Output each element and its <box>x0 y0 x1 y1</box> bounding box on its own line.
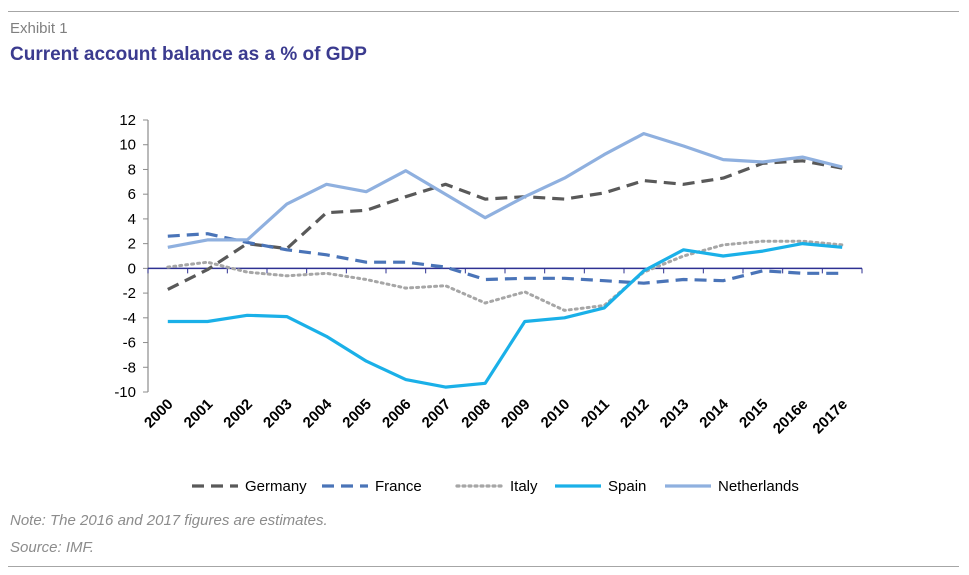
x-tick-label: 2003 <box>260 396 296 432</box>
y-tick-label: 6 <box>128 186 136 203</box>
legend-label-netherlands: Netherlands <box>718 478 799 495</box>
x-tick-label: 2015 <box>736 396 772 432</box>
y-tick-label: 8 <box>128 161 136 178</box>
y-tick-label: -2 <box>123 285 136 302</box>
x-tick-label: 2012 <box>617 396 653 432</box>
exhibit-label: Exhibit 1 <box>10 20 68 37</box>
x-tick-label: 2002 <box>220 396 256 432</box>
y-tick-label: -8 <box>123 359 136 376</box>
legend: Germany France Italy Spain Netherlands <box>192 478 799 495</box>
top-rule <box>8 11 959 12</box>
x-tick-label: 2004 <box>300 395 336 431</box>
source-note: Source: IMF. <box>10 539 94 556</box>
series-line-netherlands <box>167 132 843 249</box>
y-tick-label: 12 <box>119 112 136 129</box>
y-tick-label: -4 <box>123 310 136 327</box>
x-tick-label: 2005 <box>339 396 375 432</box>
y-tick-label: 0 <box>128 260 136 277</box>
y-tick-label: -10 <box>114 384 136 401</box>
bottom-rule <box>8 566 959 567</box>
legend-label-spain: Spain <box>608 478 646 495</box>
x-tick-label: 2008 <box>458 396 494 432</box>
x-tick-label: 2009 <box>498 396 534 432</box>
y-tick-label: 2 <box>128 236 136 253</box>
chart-title: Current account balance as a % of GDP <box>10 44 367 65</box>
x-tick-label: 2013 <box>657 396 693 432</box>
x-tick-label: 2014 <box>696 395 732 431</box>
x-tick-label: 2017e <box>809 396 851 438</box>
y-tick-label: 10 <box>119 137 136 154</box>
x-tick-label: 2016e <box>770 396 812 438</box>
series-line-italy <box>166 239 844 312</box>
legend-label-italy: Italy <box>510 478 538 495</box>
estimates-note: Note: The 2016 and 2017 figures are esti… <box>10 512 328 529</box>
x-tick-label: 2000 <box>141 396 177 432</box>
series-line-spain <box>167 242 843 389</box>
series-line-germany <box>167 159 843 291</box>
series-lines <box>166 132 844 389</box>
y-tick-label: 4 <box>128 211 136 228</box>
x-tick-label: 2001 <box>181 396 217 432</box>
legend-label-france: France <box>375 478 422 495</box>
x-tick-label: 2011 <box>578 396 613 431</box>
x-tick-label: 2006 <box>379 396 415 432</box>
legend-label-germany: Germany <box>245 478 307 495</box>
x-tick-label: 2010 <box>538 396 574 432</box>
y-tick-label: -6 <box>123 335 136 352</box>
series-line-france <box>167 232 843 285</box>
x-tick-label: 2007 <box>419 396 455 432</box>
